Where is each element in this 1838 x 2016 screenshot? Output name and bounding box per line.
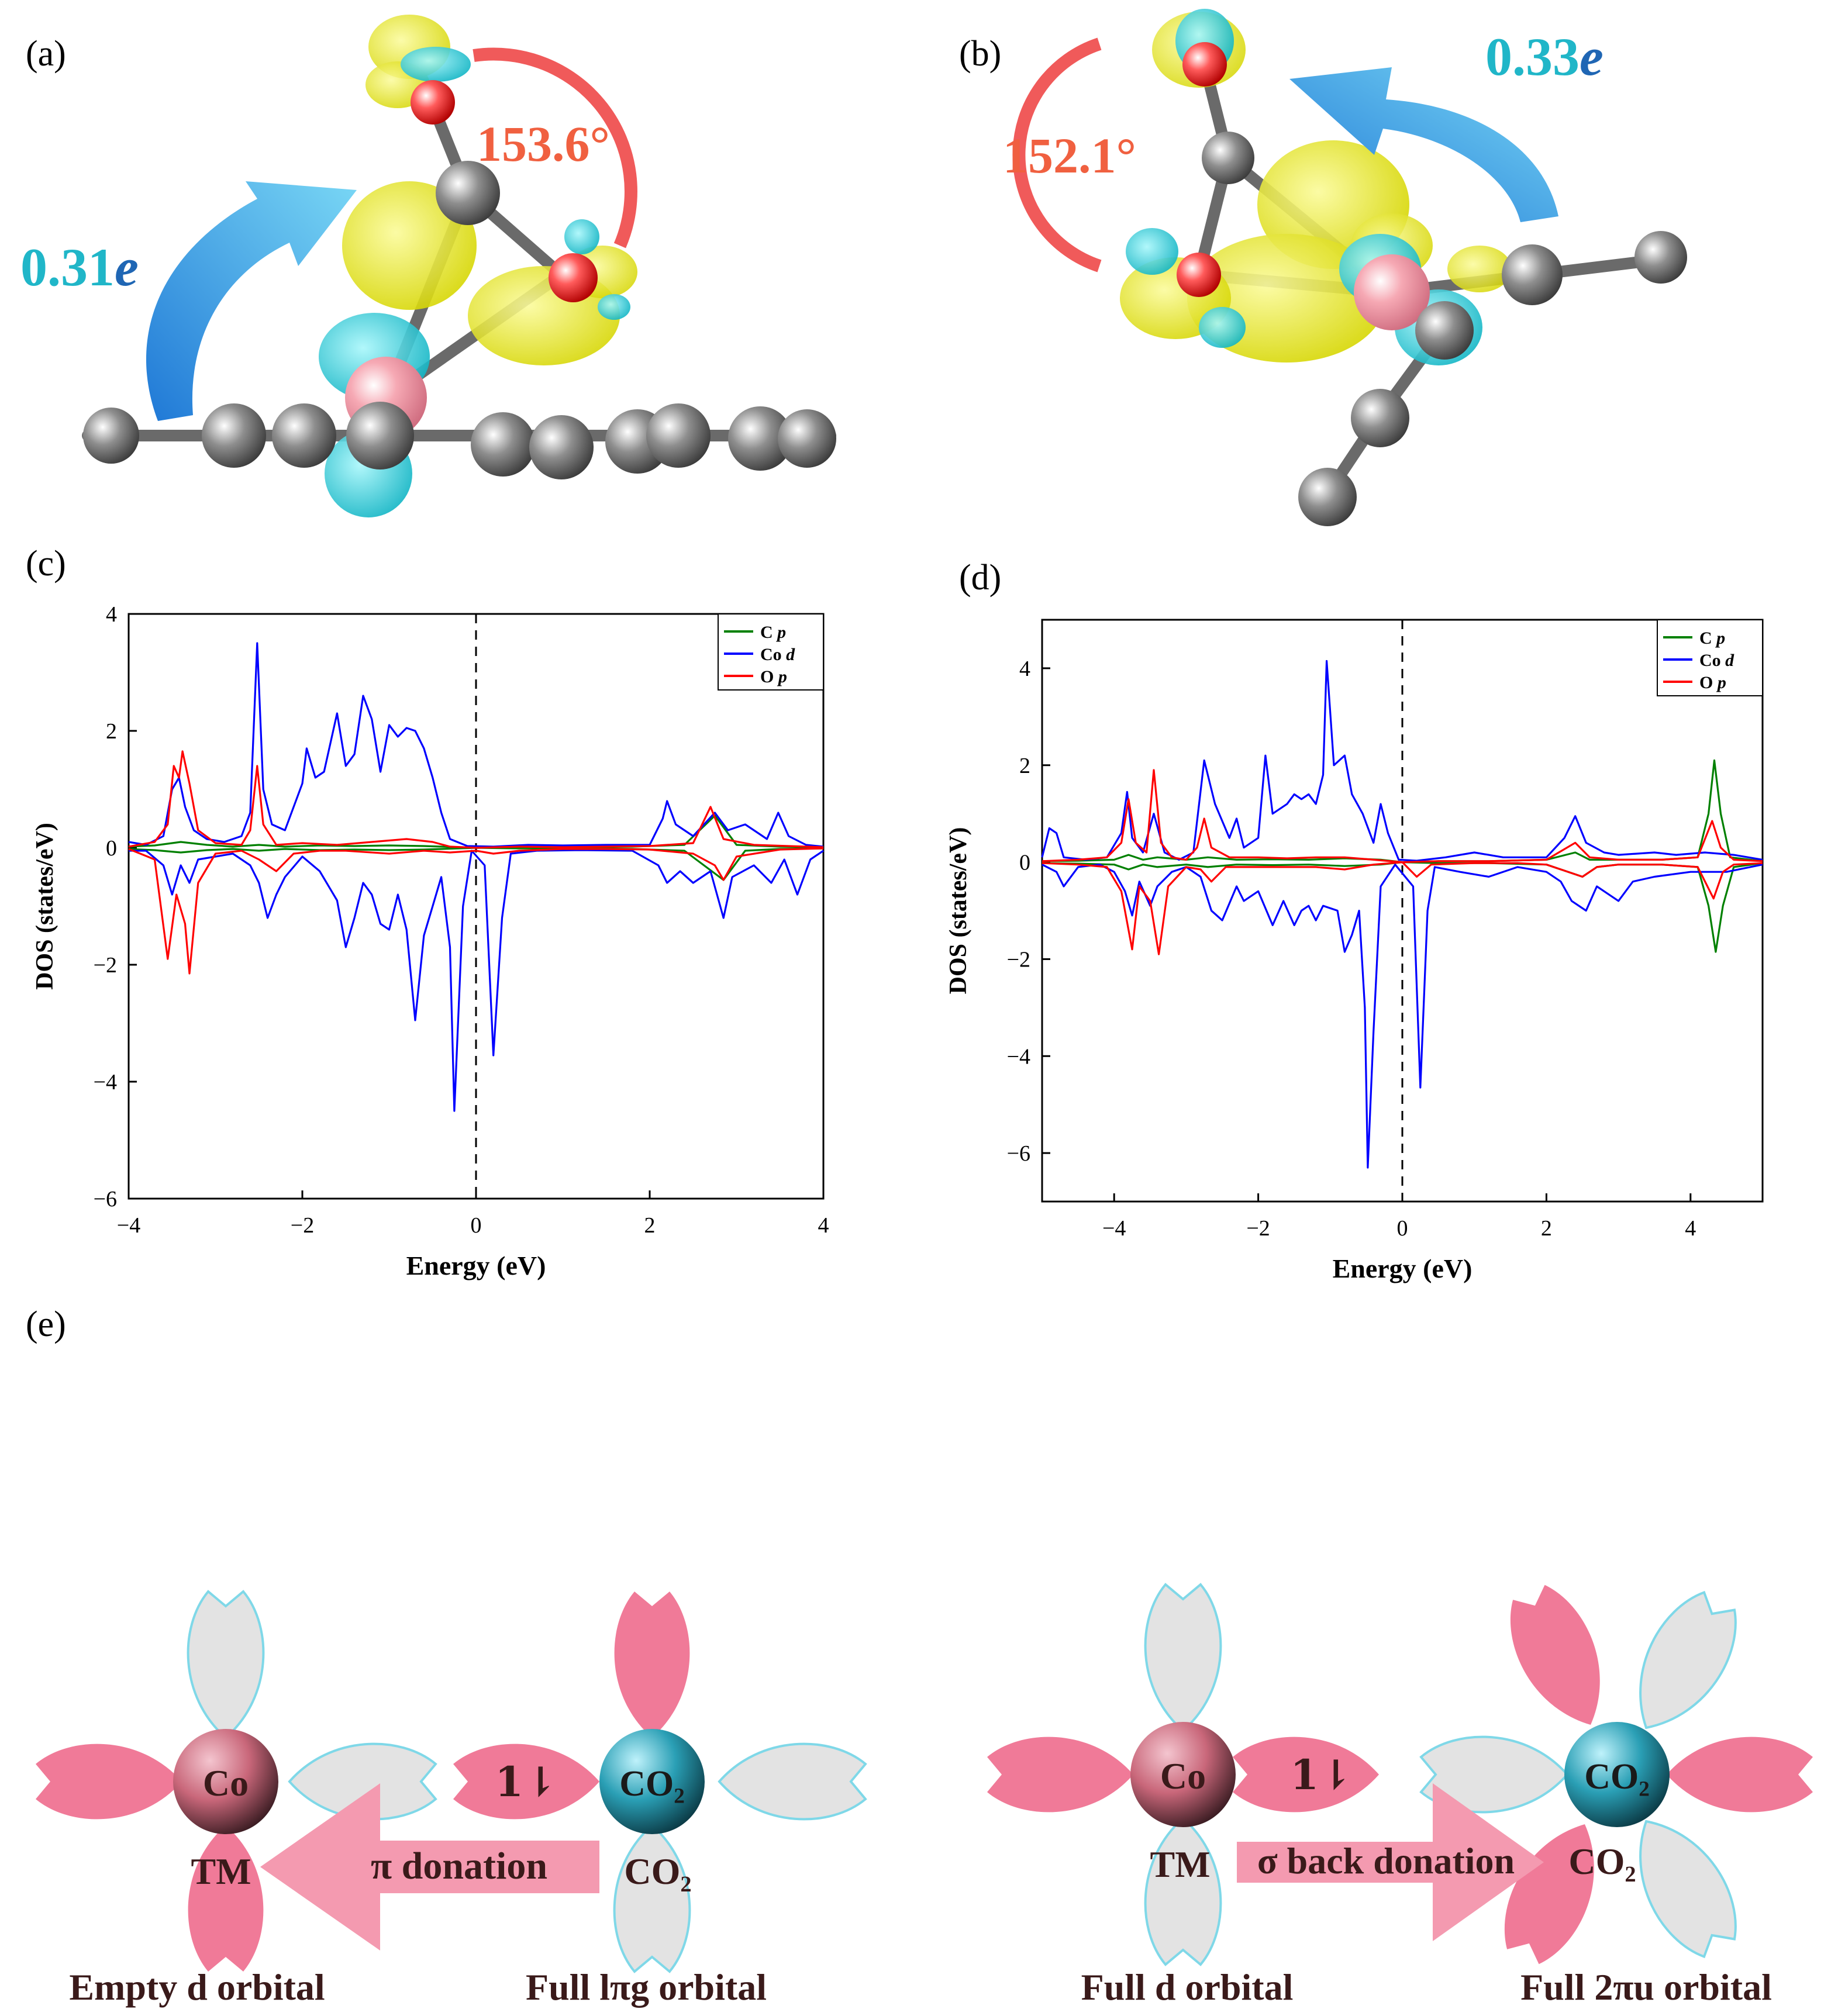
chart-c-series-co-d-up: [128, 642, 824, 848]
full-d-orbital-label: Full d orbital: [1081, 1966, 1294, 2008]
co2-molecule-left: [599, 1729, 705, 1834]
chart-c-ytick-label: −2: [94, 953, 117, 978]
co2-molecule-left-label: CO₂: [619, 1764, 685, 1804]
chart-d-ylabel: DOS (states/eV): [945, 827, 972, 995]
sigma-back-donation-label: σ back donation: [1257, 1840, 1515, 1882]
electron-pair-right: 1⇂: [1290, 1751, 1353, 1799]
tm-label-right: TM: [1150, 1844, 1210, 1885]
co-atom-left: [173, 1729, 278, 1834]
co2-molecule-right: [1564, 1722, 1670, 1827]
chart-d-xtick-label: 2: [1541, 1216, 1552, 1241]
panel-b-label: (b): [959, 34, 1001, 74]
panel-b-charge-value: 0.33: [1485, 27, 1580, 87]
sigma-back-donation-arrow: [1237, 1783, 1544, 1941]
chart-d-legend-entry: O p: [1699, 673, 1726, 692]
chart-c-legend-entry: O p: [760, 667, 787, 686]
pi-donation-label: π donation: [371, 1845, 547, 1887]
scheme-pi-donation: Co 1⇂ CO₂ π donation TM CO₂ Empty d orbi…: [36, 1590, 867, 2008]
panel-b: (b): [959, 9, 1687, 526]
panel-b-angle-label: 152.1°: [1003, 127, 1136, 184]
panel-a-charge-arrow: [146, 181, 357, 421]
panel-e: (e) Co 1⇂ CO₂ π donation TM CO: [26, 1304, 1813, 2008]
co-atom-right: [1130, 1722, 1236, 1827]
chart-d-ytick-label: 2: [1019, 754, 1030, 778]
panel-d: (d) −4 −2 0 2 4 −6 −4 −2 0 2 4 Energy (eV) DOS (stat…: [945, 558, 1764, 1283]
chart-c-xtick-label: 0: [471, 1213, 482, 1238]
co2-label-right: CO₂: [1568, 1841, 1636, 1882]
panel-b-charge-arrow: [1289, 67, 1558, 222]
chart-d-ytick-label: 0: [1019, 851, 1030, 875]
scheme-sigma-back-donation: Co 1⇂ CO₂ σ back donation TM CO₂ Full d …: [987, 1576, 1813, 2008]
panel-c-label: (c): [26, 544, 66, 584]
chart-c-series-c-p-down: [128, 847, 824, 881]
chart-d-ytick-label: −2: [1007, 947, 1030, 972]
chart-d-legend-box: [1657, 619, 1763, 696]
chart-c-ytick-label: −4: [94, 1070, 117, 1095]
panel-a-charge-unit: e: [115, 237, 139, 297]
panel-e-label: (e): [26, 1304, 66, 1344]
chart-d-xtick-label: −4: [1102, 1216, 1126, 1241]
chart-d-xtick-label: 0: [1397, 1216, 1408, 1241]
chart-c-ytick-label: 0: [106, 836, 117, 861]
chart-c-series-c-p-up: [128, 814, 824, 849]
chart-d-legend-entry: C p: [1699, 629, 1725, 648]
chart-c-xtick-label: 4: [818, 1213, 829, 1238]
co2-label-left: CO₂: [624, 1851, 691, 1892]
panel-a-charge-value: 0.31: [20, 237, 115, 297]
chart-d-ytick-label: 4: [1019, 657, 1030, 681]
panel-b-charge-unit: e: [1580, 27, 1603, 87]
chart-c-series-o-p-up: [128, 750, 824, 849]
chart-c-legend-box: [718, 613, 824, 691]
panel-a-molecule: [82, 15, 836, 517]
chart-c-xlabel: Energy (eV): [406, 1251, 546, 1280]
chart-d-series-o-p-down: [1042, 861, 1763, 955]
chart-c-ytick-label: 4: [106, 602, 117, 627]
full-2piu-orbital-label: Full 2πu orbital: [1520, 1966, 1772, 2008]
empty-d-orbital-label: Empty d orbital: [69, 1966, 325, 2008]
chart-d-series-co-d-down: [1042, 864, 1763, 1169]
chart-c-legend-entry: C p: [760, 623, 786, 642]
dos-chart-d: −4 −2 0 2 4 −6 −4 −2 0 2 4 Energy (eV) DOS (states/e…: [945, 619, 1764, 1283]
chart-d-xtick-label: 4: [1685, 1216, 1696, 1241]
chart-d-xlabel: Energy (eV): [1333, 1254, 1473, 1283]
chart-c-ytick-label: 2: [106, 719, 117, 744]
co2-molecule-right-label: CO₂: [1584, 1757, 1650, 1797]
panel-a-label: (a): [26, 34, 66, 74]
chart-d-xtick-label: −2: [1246, 1216, 1270, 1241]
panel-d-label: (d): [959, 558, 1001, 598]
chart-d-ytick-label: −6: [1007, 1141, 1030, 1166]
chart-c-legend-entry: Co d: [760, 645, 795, 664]
chart-c-series-o-p-down: [128, 847, 824, 975]
chart-c-ytick-label: −6: [94, 1187, 117, 1211]
full-1pig-orbital-label: Full lπg orbital: [526, 1966, 767, 2008]
chart-d-ytick-label: −4: [1007, 1044, 1030, 1069]
chart-d-legend-entry: Co d: [1699, 651, 1734, 670]
tm-label-left: TM: [191, 1851, 251, 1892]
panel-b-molecule: [1120, 9, 1687, 526]
panel-a: (a): [20, 15, 836, 517]
pi-donation-arrow: [260, 1783, 599, 1951]
electron-pair-left: 1⇂: [495, 1758, 557, 1806]
panel-b-charge-label: 0.33e: [1485, 27, 1603, 87]
panel-b-angle-arc: [1012, 37, 1102, 272]
chart-c-xtick-label: 2: [644, 1213, 656, 1238]
chart-c-xtick-label: −2: [291, 1213, 314, 1238]
co-atom-right-label: Co: [1160, 1755, 1206, 1797]
chart-d-series-o-p-up: [1042, 769, 1763, 864]
panel-a-charge-label: 0.31e: [20, 237, 139, 297]
chart-c-ylabel: DOS (states/eV): [32, 823, 58, 990]
chart-c-xtick-label: −4: [117, 1213, 140, 1238]
chart-c-series-co-d-down: [129, 849, 824, 1112]
co-atom-left-label: Co: [203, 1762, 249, 1804]
panel-a-angle-label: 153.6°: [477, 116, 610, 172]
panel-a-angle-arc: [473, 47, 637, 248]
